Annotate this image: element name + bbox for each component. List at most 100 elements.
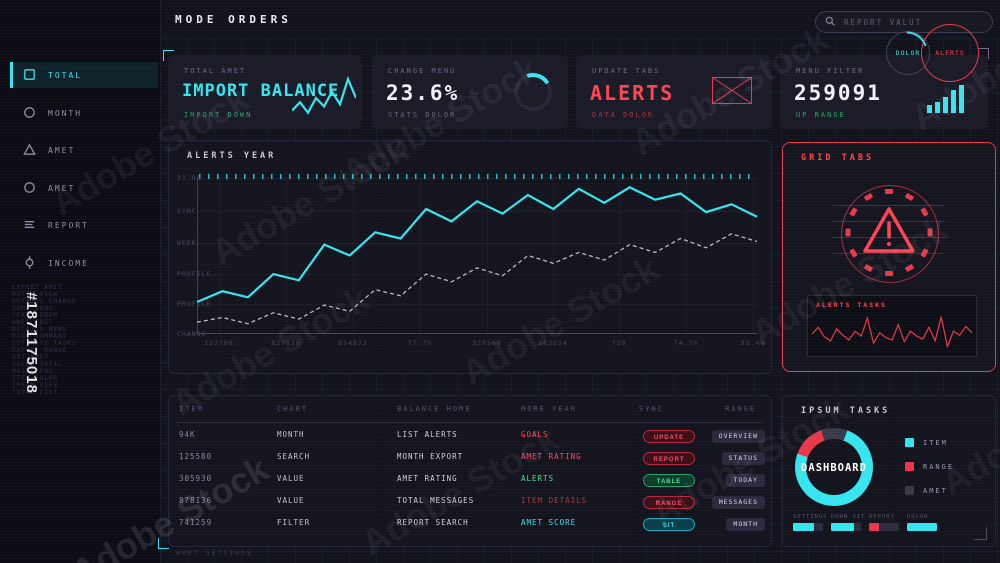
cell-item: 94K [179,430,196,439]
emblem-mark [845,228,851,237]
active-indicator [10,62,13,88]
page-title: MODE ORDERS [175,13,292,26]
ipsum-tasks-panel: IPSUM TASKS DASHBOARD ITEM RANGE AMET SETT… [782,395,996,547]
stat-card-import-balance: TOTAL AMET IMPORT BALANCE IMPORT DOWN [168,55,362,129]
cell-chart: MONTH [277,430,305,439]
bar [927,105,932,113]
sidebar-item-amet[interactable]: AMET [0,137,160,163]
header-divider [177,422,763,423]
progress-bar [831,523,861,531]
fine-print-line: ESTIMATE TASKS [12,340,77,347]
col-header-balance-home: BALANCE HOME [397,405,472,413]
cell-more-year: AMET RATING [521,452,582,461]
circle-icon [24,106,35,118]
sidebar-item-label: AMET [48,183,76,193]
x-tick-label: 77.7% [407,339,433,347]
fine-print-line: DETAILS MENU [12,326,68,333]
cell-balance: TOTAL MESSAGES [397,496,475,505]
fine-print-line: VALUE TOTAL [12,361,63,368]
card-label: UPDATE TABS [592,67,661,75]
stat-card-change-menu: CHANGE MENU 23.6% STATS DOLOR [372,55,568,129]
fine-print-line: SIT AMET [12,354,49,361]
card-value: 23.6% [386,81,460,105]
progress-label: REPORT [869,514,895,520]
card-label: TOTAL AMET [184,67,247,75]
cell-item: 878136 [179,496,213,505]
x-tick-label: 85.4% [740,339,766,347]
data-table-panel: ITEM CHART BALANCE HOME MORE YEAR SYNC R… [168,395,772,547]
table-row: 878136 VALUE TOTAL MESSAGES ITEM DETAILS RAN… [169,496,771,514]
sync-pill-button[interactable]: UPDATE [643,430,695,443]
legend-swatch [905,486,914,495]
warning-emblem-circle [841,185,939,283]
menu-icon [24,221,35,228]
table-footer-label: AMET SETTINGS [176,549,253,557]
range-button[interactable]: TODAY [726,474,765,487]
y-tick-label: SYNC [177,207,197,215]
table-row: 125580 SEARCH MONTH EXPORT AMET RATING REPOR… [169,452,771,470]
cell-item: 125580 [179,452,213,461]
alerts-gauge-circle: ALERTS [921,24,979,82]
cell-more-year: ITEM DETAILS [521,496,588,505]
vertical-gridline [353,178,354,333]
x-tick-label: 339568 [472,339,502,347]
alerts-year-chart-panel: ALERTS YEAR 123708 829826 854872 77.7% 33956… [168,140,772,374]
corner-bracket [163,50,174,61]
legend-swatch [905,462,914,471]
progress-ring [514,73,552,111]
triangle-icon [23,143,36,155]
range-button[interactable]: OVERVIEW [711,430,765,443]
range-button[interactable]: MONTH [726,518,765,531]
cell-item: 305930 [179,474,213,483]
y-tick-label: PROFILE [177,300,212,308]
cell-more-year: AMET SCORE [521,518,577,527]
card-value: 259091 [794,81,882,105]
y-tick-label: 21.9% [177,174,202,182]
horizontal-gridline [197,274,757,275]
range-button[interactable]: MESSAGES [711,496,765,509]
fine-print-line: EXPORT AMET [12,284,63,291]
progress-label: SETTINGS [793,514,828,520]
circle-icon [24,181,35,193]
sync-pill-button[interactable]: REPORT [643,452,695,465]
sidebar-item-report[interactable]: REPORT [0,212,160,238]
card-value: ALERTS [590,81,675,105]
sidebar-item-income[interactable]: INCOME [0,250,160,276]
corner-bracket [974,527,987,540]
table-row: 94K MONTH LIST ALERTS GOALS UPDATE OVERVIEW [169,430,771,448]
panel-title: IPSUM TASKS [801,406,891,416]
horizontal-gridline [197,304,757,305]
fine-print-line: MODE SUMMARY [12,333,68,340]
grid-tabs-panel: GRID TABS ALERTS TASKS [782,142,996,372]
vertical-gridline [753,178,754,333]
sidebar-item-label: AMET [48,146,76,155]
sidebar-item-amet[interactable]: AMET [0,175,160,201]
progress-bar [907,523,937,531]
cell-chart: VALUE [277,474,305,483]
corner-bracket [978,48,989,59]
range-button[interactable]: STATUS [721,452,765,465]
panel-title: GRID TABS [801,153,875,163]
vertical-gridline [686,178,687,333]
emblem-mark [885,189,893,194]
fine-print-line: EXPORT RANGE [12,347,68,354]
fine-print-line: ITEM DOLOR [12,375,59,382]
horizontal-gridline [197,211,757,212]
warning-triangle-icon [863,207,915,253]
dolor-gauge-arc [906,31,927,47]
progress-bar [793,523,823,531]
y-tick-label: CHANGE [177,330,207,338]
sync-pill-button[interactable]: TABLE [643,474,695,487]
emblem-mark [927,228,933,237]
search-icon [825,16,835,26]
sidebar-item-total[interactable]: TOTAL [10,62,158,88]
sync-pill-button[interactable]: RANGE [643,496,695,509]
cell-balance: AMET RATING [397,474,458,483]
vertical-gridline [420,178,421,333]
progress-bar [869,523,899,531]
progress-label: DOLOR [907,514,929,520]
card-sub: UP RANGE [796,111,846,119]
sidebar-item-month[interactable]: MONTH [0,100,160,126]
sync-pill-button[interactable]: SIT [643,518,695,531]
bar [935,102,940,113]
